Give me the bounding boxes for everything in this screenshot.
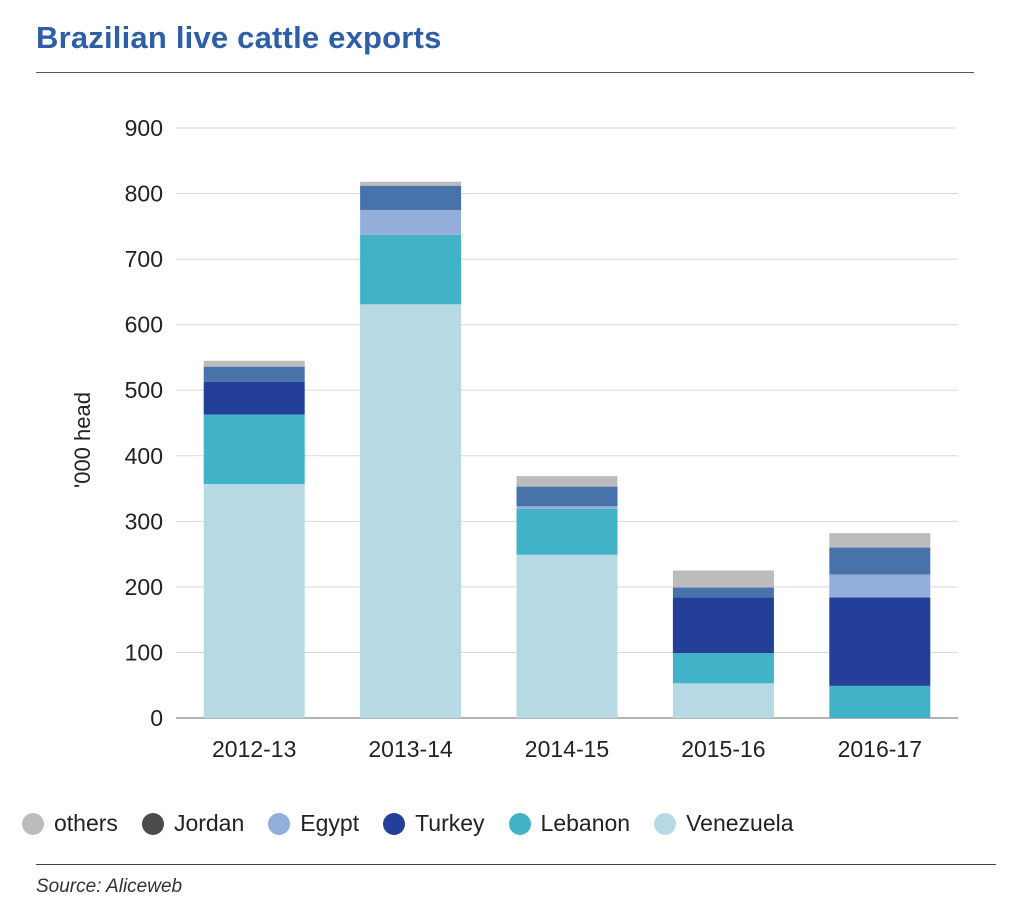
bar-segment-others xyxy=(829,533,931,548)
legend-item: Lebanon xyxy=(508,810,631,837)
legend-label: Jordan xyxy=(173,810,245,836)
y-tick-label: 900 xyxy=(125,115,163,141)
legend-swatch xyxy=(268,812,291,835)
bar-segment-venezuela xyxy=(672,683,774,718)
x-tick-label: 2014-15 xyxy=(525,736,609,762)
legend-label: Venezuela xyxy=(686,810,794,836)
chart-legend: others Jordan Egypt Turkey Lebanon Venezuela xyxy=(22,810,818,837)
bar-segment-lebanon xyxy=(203,414,305,484)
legend-item: others xyxy=(22,810,118,837)
bar-segment-egypt xyxy=(829,574,931,598)
bar-segment-others xyxy=(516,476,618,487)
legend-swatch xyxy=(22,812,44,835)
legend-item: Egypt xyxy=(268,810,359,837)
bar-segment-venezuela xyxy=(516,554,618,718)
bar-segment-jordan xyxy=(203,366,305,382)
bar-segment-venezuela xyxy=(203,483,305,718)
legend-label: Lebanon xyxy=(540,810,631,836)
legend-item: Turkey xyxy=(383,810,485,837)
bar-segment-lebanon xyxy=(672,653,774,684)
bar-segment-turkey xyxy=(672,597,774,654)
bar-segment-turkey xyxy=(829,597,931,686)
bar-segment-jordan xyxy=(360,185,462,210)
y-tick-label: 200 xyxy=(125,574,163,600)
bar-segment-jordan xyxy=(516,486,618,507)
y-tick-label: 300 xyxy=(125,508,163,534)
x-tick-label: 2012-13 xyxy=(212,736,296,762)
source-note: Source: Aliceweb xyxy=(36,876,183,897)
bar-segment-lebanon xyxy=(829,685,931,718)
x-tick-label: 2013-14 xyxy=(368,736,453,762)
x-tick-label: 2016-17 xyxy=(838,736,922,762)
footer-divider xyxy=(36,864,996,865)
legend-swatch xyxy=(141,812,164,835)
bar-segment-others xyxy=(672,570,774,588)
bar-segment-jordan xyxy=(672,587,774,598)
bar-segment-jordan xyxy=(829,547,931,575)
bar-segment-turkey xyxy=(203,381,305,415)
y-axis-label: '000 head xyxy=(70,392,95,488)
x-tick-label: 2015-16 xyxy=(681,736,765,762)
chart-title: Brazilian live cattle exports xyxy=(36,20,442,55)
y-tick-label: 600 xyxy=(125,312,163,338)
bar-segment-lebanon xyxy=(360,234,462,305)
bar-segment-lebanon xyxy=(516,508,618,555)
legend-label: others xyxy=(54,810,118,836)
y-tick-label: 500 xyxy=(125,377,163,403)
bar-segment-others xyxy=(203,360,305,367)
legend-item: Venezuela xyxy=(654,810,794,837)
bar-segment-egypt xyxy=(516,506,618,509)
y-tick-label: 400 xyxy=(125,443,163,469)
bar-segment-others xyxy=(360,181,462,186)
y-tick-label: 800 xyxy=(125,181,163,207)
legend-swatch xyxy=(383,812,406,835)
bar-segment-venezuela xyxy=(360,304,462,718)
legend-label: Turkey xyxy=(415,810,485,836)
bar-segment-egypt xyxy=(360,209,462,235)
legend-label: Egypt xyxy=(300,810,360,836)
y-tick-label: 100 xyxy=(125,639,163,665)
legend-item: Jordan xyxy=(141,810,245,837)
stacked-bar-chart: 0 100 200 300 400 500 600 700 800 900 '000 head 201… xyxy=(70,115,958,762)
legend-swatch xyxy=(508,812,531,835)
y-tick-label: 700 xyxy=(125,246,163,272)
title-divider xyxy=(36,72,974,73)
y-tick-label: 0 xyxy=(150,705,163,731)
legend-swatch xyxy=(654,812,677,835)
